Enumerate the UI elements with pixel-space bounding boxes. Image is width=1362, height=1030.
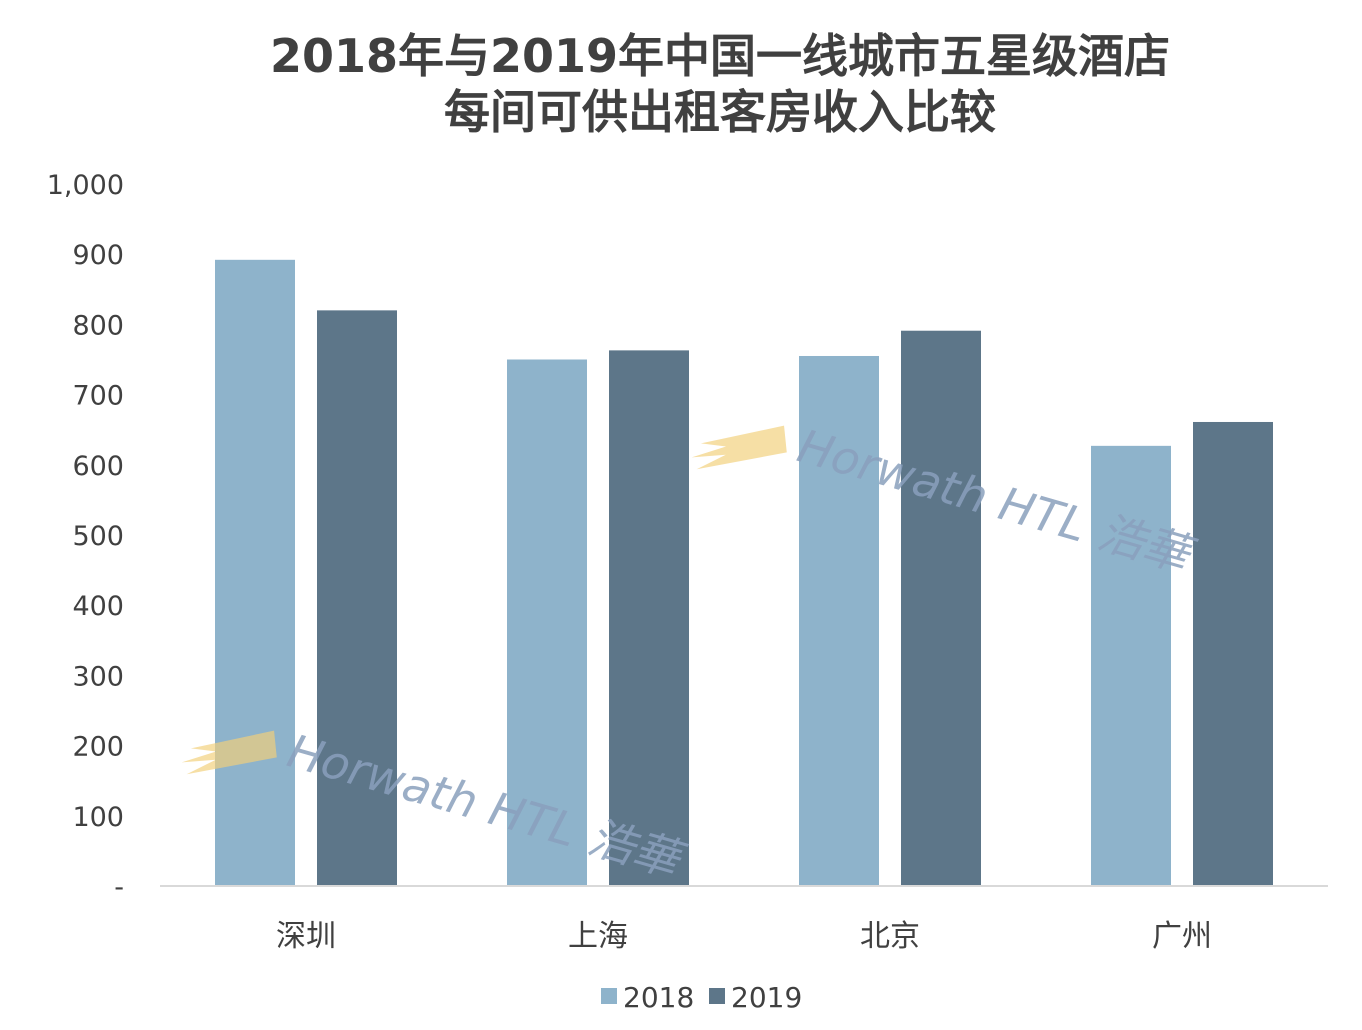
bar-2019-4 [1193, 421, 1273, 886]
bar-2019-3 [901, 330, 981, 886]
y-tick-label: 200 [72, 732, 124, 763]
y-tick-label: 300 [72, 661, 124, 692]
watermark-logo-icon [691, 425, 787, 470]
legend-swatch-2018 [601, 988, 617, 1004]
y-tick-label: 1,000 [47, 170, 124, 201]
y-tick-label: 600 [72, 451, 124, 482]
y-tick-label: 700 [72, 381, 124, 412]
x-tick-label: 广州 [1152, 919, 1212, 954]
chart-title-line-2: 每间可供出租客房收入比较 [444, 85, 996, 139]
chart-title: 2018年与2019年中国一线城市五星级酒店 每间可供出租客房收入比较 [0, 28, 1362, 140]
bar-2019-2 [609, 350, 689, 886]
x-tick-label: 深圳 [276, 919, 336, 954]
y-tick-label: 400 [72, 591, 124, 622]
y-tick-label: 900 [72, 240, 124, 271]
legend-swatch-2019 [709, 988, 725, 1004]
bar-2018-4 [1091, 445, 1171, 886]
legend-label-2019: 2019 [731, 981, 802, 1014]
y-tick-label: - [114, 872, 124, 903]
bar-2019-1 [317, 310, 397, 886]
watermark-logo-icon [181, 730, 277, 775]
bar-2018-3 [799, 355, 879, 886]
bar-2018-2 [507, 359, 587, 886]
bar-2018-1 [215, 259, 295, 886]
y-tick-label: 100 [72, 802, 124, 833]
y-tick-label: 800 [72, 310, 124, 341]
x-tick-label: 上海 [568, 919, 628, 954]
x-tick-label: 北京 [860, 919, 920, 954]
y-tick-label: 500 [72, 521, 124, 552]
chart-title-line-1: 2018年与2019年中国一线城市五星级酒店 [269, 29, 1171, 83]
legend-label-2018: 2018 [623, 981, 694, 1014]
